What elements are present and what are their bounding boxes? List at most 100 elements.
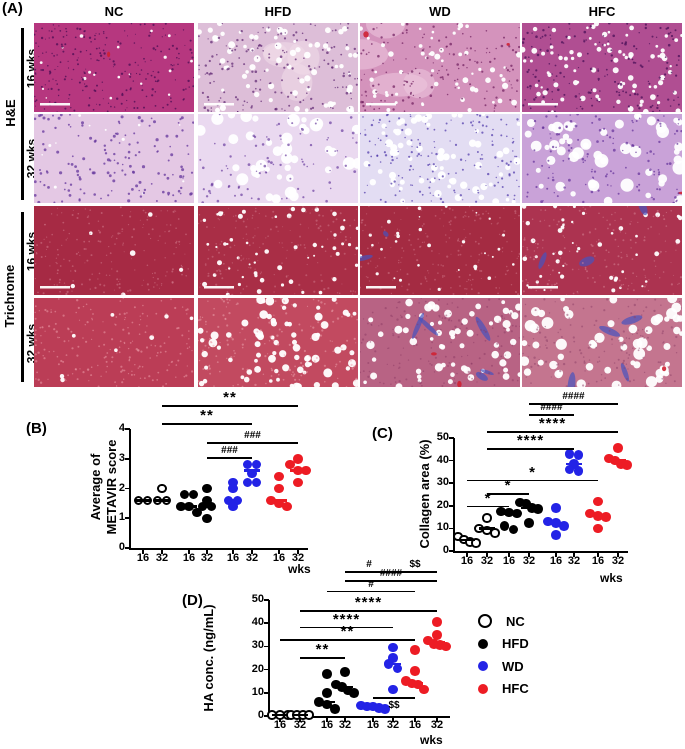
- median-line: [225, 499, 241, 502]
- y-tick-label: 20: [436, 498, 449, 511]
- data-point: [559, 521, 569, 531]
- x-tick: [597, 552, 599, 558]
- he-bracket-line: [21, 28, 24, 200]
- data-point: [515, 497, 525, 508]
- median-line: [290, 469, 306, 472]
- data-point: [392, 663, 403, 674]
- y-tick: [448, 550, 454, 552]
- data-point: [613, 443, 623, 453]
- significance-label: #: [366, 559, 372, 570]
- x-tick-label: 16: [408, 719, 422, 731]
- x-tick-label: 32: [386, 719, 400, 731]
- data-point: [293, 477, 303, 488]
- micrograph-h-e-32-wks-wd: [360, 114, 520, 203]
- y-axis: [453, 438, 455, 551]
- median-line: [429, 640, 445, 643]
- y-tick: [263, 599, 269, 601]
- micrograph-trichrome-16-wks-wd: [360, 206, 520, 295]
- column-header-hfd: HFD: [264, 4, 292, 19]
- median-line: [548, 521, 564, 524]
- x-tick: [372, 717, 374, 723]
- data-point: [593, 523, 603, 534]
- x-tick-label: 32: [291, 552, 305, 564]
- data-point: [228, 501, 238, 512]
- column-header-nc: NC: [104, 4, 124, 19]
- y-tick: [448, 482, 454, 485]
- y-tick: [124, 457, 130, 460]
- data-point: [423, 635, 433, 646]
- data-point: [419, 684, 429, 695]
- significance-label: ****: [538, 415, 567, 433]
- x-tick: [299, 717, 301, 723]
- data-point: [251, 477, 262, 488]
- significance-label: **: [223, 389, 237, 407]
- significance-label: ####: [540, 402, 563, 414]
- y-tick-label: 30: [251, 639, 264, 652]
- median-line: [521, 506, 537, 510]
- x-tick-label: 16: [549, 555, 563, 567]
- median-line: [365, 705, 381, 708]
- data-point: [482, 513, 492, 523]
- data-point: [401, 676, 411, 686]
- x-tick: [573, 552, 575, 558]
- wd-filled-circle-icon: [478, 661, 488, 672]
- significance-label: **: [200, 407, 214, 425]
- x-tick: [344, 717, 346, 723]
- x-tick-label: 16: [502, 555, 516, 567]
- median-line: [459, 538, 475, 542]
- y-tick: [263, 645, 269, 648]
- significance-bar: [207, 442, 298, 445]
- significance-label: ****: [332, 610, 361, 628]
- legend-label-wd: WD: [502, 658, 524, 674]
- data-point: [247, 468, 257, 479]
- column-header-wd: WD: [429, 4, 451, 19]
- data-point: [192, 507, 202, 518]
- significance-label: ####: [379, 568, 403, 580]
- data-point: [274, 471, 284, 482]
- data-point: [282, 501, 292, 512]
- data-point: [242, 477, 253, 488]
- significance-label: *: [484, 489, 492, 507]
- significance-label: $$: [388, 700, 400, 712]
- median-line: [479, 527, 495, 530]
- x-tick-label: 32: [293, 719, 307, 731]
- median-line: [590, 514, 606, 518]
- y-tick: [124, 428, 130, 430]
- legend-label-hfd: HFD: [502, 636, 529, 652]
- y-tick: [263, 715, 269, 717]
- data-point: [593, 496, 603, 507]
- significance-bar: [345, 580, 437, 582]
- data-point: [274, 483, 284, 494]
- x-tick: [436, 717, 438, 723]
- y-tick: [448, 459, 454, 462]
- data-point: [349, 688, 359, 698]
- y-tick-label: 40: [251, 616, 264, 629]
- x-tick-label: 16: [273, 719, 287, 731]
- data-point: [490, 528, 500, 538]
- significance-bar: [467, 479, 598, 482]
- significance-bar: [373, 697, 415, 700]
- trichrome-bracket-line: [21, 212, 24, 382]
- y-tick: [124, 547, 130, 549]
- micrograph-h-e-16-wks-hfd: [198, 23, 358, 112]
- data-point: [322, 688, 332, 698]
- significance-bar: [345, 571, 393, 573]
- x-tick: [486, 552, 488, 558]
- median-line: [566, 462, 582, 466]
- significance-bar: [487, 448, 574, 450]
- significance-bar: [300, 610, 437, 613]
- y-tick-label: 50: [436, 431, 449, 443]
- x-tick-label: 16: [272, 552, 286, 564]
- significance-label: ****: [354, 594, 383, 612]
- significance-label: ###: [244, 430, 261, 442]
- data-point: [441, 641, 451, 652]
- data-point: [202, 513, 212, 523]
- micrograph-trichrome-32-wks-nc: [34, 298, 194, 387]
- significance-bar: [300, 656, 345, 659]
- legend-item-nc: NC: [478, 610, 529, 633]
- x-tick-label: 32: [155, 552, 169, 564]
